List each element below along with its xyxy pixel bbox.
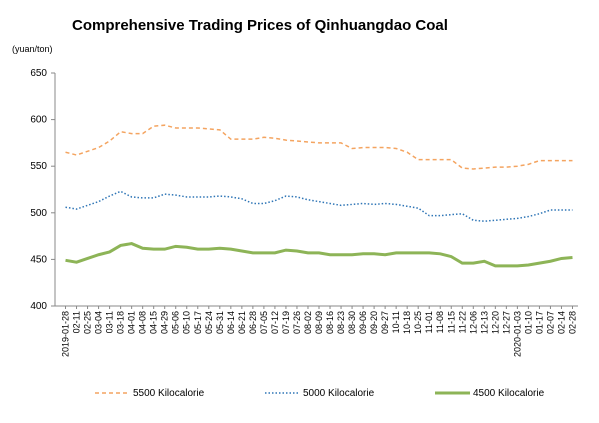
x-tick-label: 03-11	[105, 311, 115, 333]
x-tick-label: 05-24	[204, 311, 214, 334]
legend-label: 4500 Kilocalorie	[473, 388, 545, 399]
x-tick-label: 10-18	[402, 311, 412, 334]
legend-label: 5500 Kilocalorie	[133, 388, 205, 399]
x-tick-label: 12-13	[479, 311, 489, 334]
y-tick-label: 500	[30, 208, 47, 219]
y-tick-label: 550	[30, 161, 47, 172]
x-tick-label: 06-21	[237, 311, 247, 334]
x-tick-label: 04-01	[127, 311, 137, 334]
x-tick-label: 11-15	[446, 311, 456, 333]
x-tick-label: 07-05	[259, 311, 269, 334]
x-tick-label: 12-06	[468, 311, 478, 334]
x-tick-label: 12-27	[501, 311, 511, 334]
x-tick-label: 2020-01-03	[512, 311, 522, 357]
y-tick-label: 650	[30, 68, 47, 79]
x-tick-label: 02-14	[556, 311, 566, 334]
y-tick-label: 400	[30, 301, 47, 312]
x-tick-label: 01-17	[534, 311, 544, 334]
x-tick-label: 08-30	[347, 311, 357, 334]
x-tick-label: 02-07	[545, 311, 555, 334]
x-tick-label: 08-09	[314, 311, 324, 334]
x-tick-label: 11-08	[435, 311, 445, 333]
x-tick-label: 05-10	[182, 311, 192, 334]
x-tick-label: 09-27	[380, 311, 390, 334]
x-tick-label: 06-14	[226, 311, 236, 334]
x-tick-label: 02-25	[83, 311, 93, 334]
x-tick-label: 09-06	[358, 311, 368, 334]
x-tick-label: 01-10	[523, 311, 533, 334]
x-tick-label: 04-08	[138, 311, 148, 334]
x-tick-label: 05-31	[215, 311, 225, 334]
x-tick-label: 10-11	[391, 311, 401, 333]
x-tick-label: 05-17	[193, 311, 203, 334]
chart-title: Comprehensive Trading Prices of Qinhuang…	[72, 17, 448, 34]
x-tick-label: 10-25	[413, 311, 423, 334]
x-tick-label: 05-06	[171, 311, 181, 334]
x-tick-label: 07-12	[270, 311, 280, 334]
x-tick-label: 04-15	[149, 311, 159, 334]
line-series	[65, 242, 573, 268]
x-tick-label: 08-23	[336, 311, 346, 334]
legend-label: 5000 Kilocalorie	[303, 388, 375, 399]
line-series	[65, 190, 573, 222]
x-tick-label: 11-01	[424, 311, 434, 333]
y-axis-label: (yuan/ton)	[12, 44, 53, 54]
y-tick-label: 600	[30, 115, 47, 126]
x-tick-label: 03-18	[116, 311, 126, 334]
x-tick-label: 07-26	[292, 311, 302, 334]
x-tick-label: 08-16	[325, 311, 335, 334]
y-tick-label: 450	[30, 254, 47, 265]
x-tick-label: 08-02	[303, 311, 313, 334]
x-tick-label: 06-28	[248, 311, 258, 334]
x-tick-label: 2019-01-28	[61, 311, 71, 357]
x-tick-label: 07-19	[281, 311, 291, 334]
x-tick-label: 11-22	[457, 311, 467, 333]
x-tick-label: 12-20	[490, 311, 500, 334]
x-tick-label: 02-11	[72, 311, 82, 333]
x-tick-label: 02-28	[567, 311, 577, 334]
line-series	[65, 124, 573, 170]
x-tick-label: 09-20	[369, 311, 379, 334]
x-tick-label: 03-04	[94, 311, 104, 334]
x-tick-label: 04-29	[160, 311, 170, 334]
